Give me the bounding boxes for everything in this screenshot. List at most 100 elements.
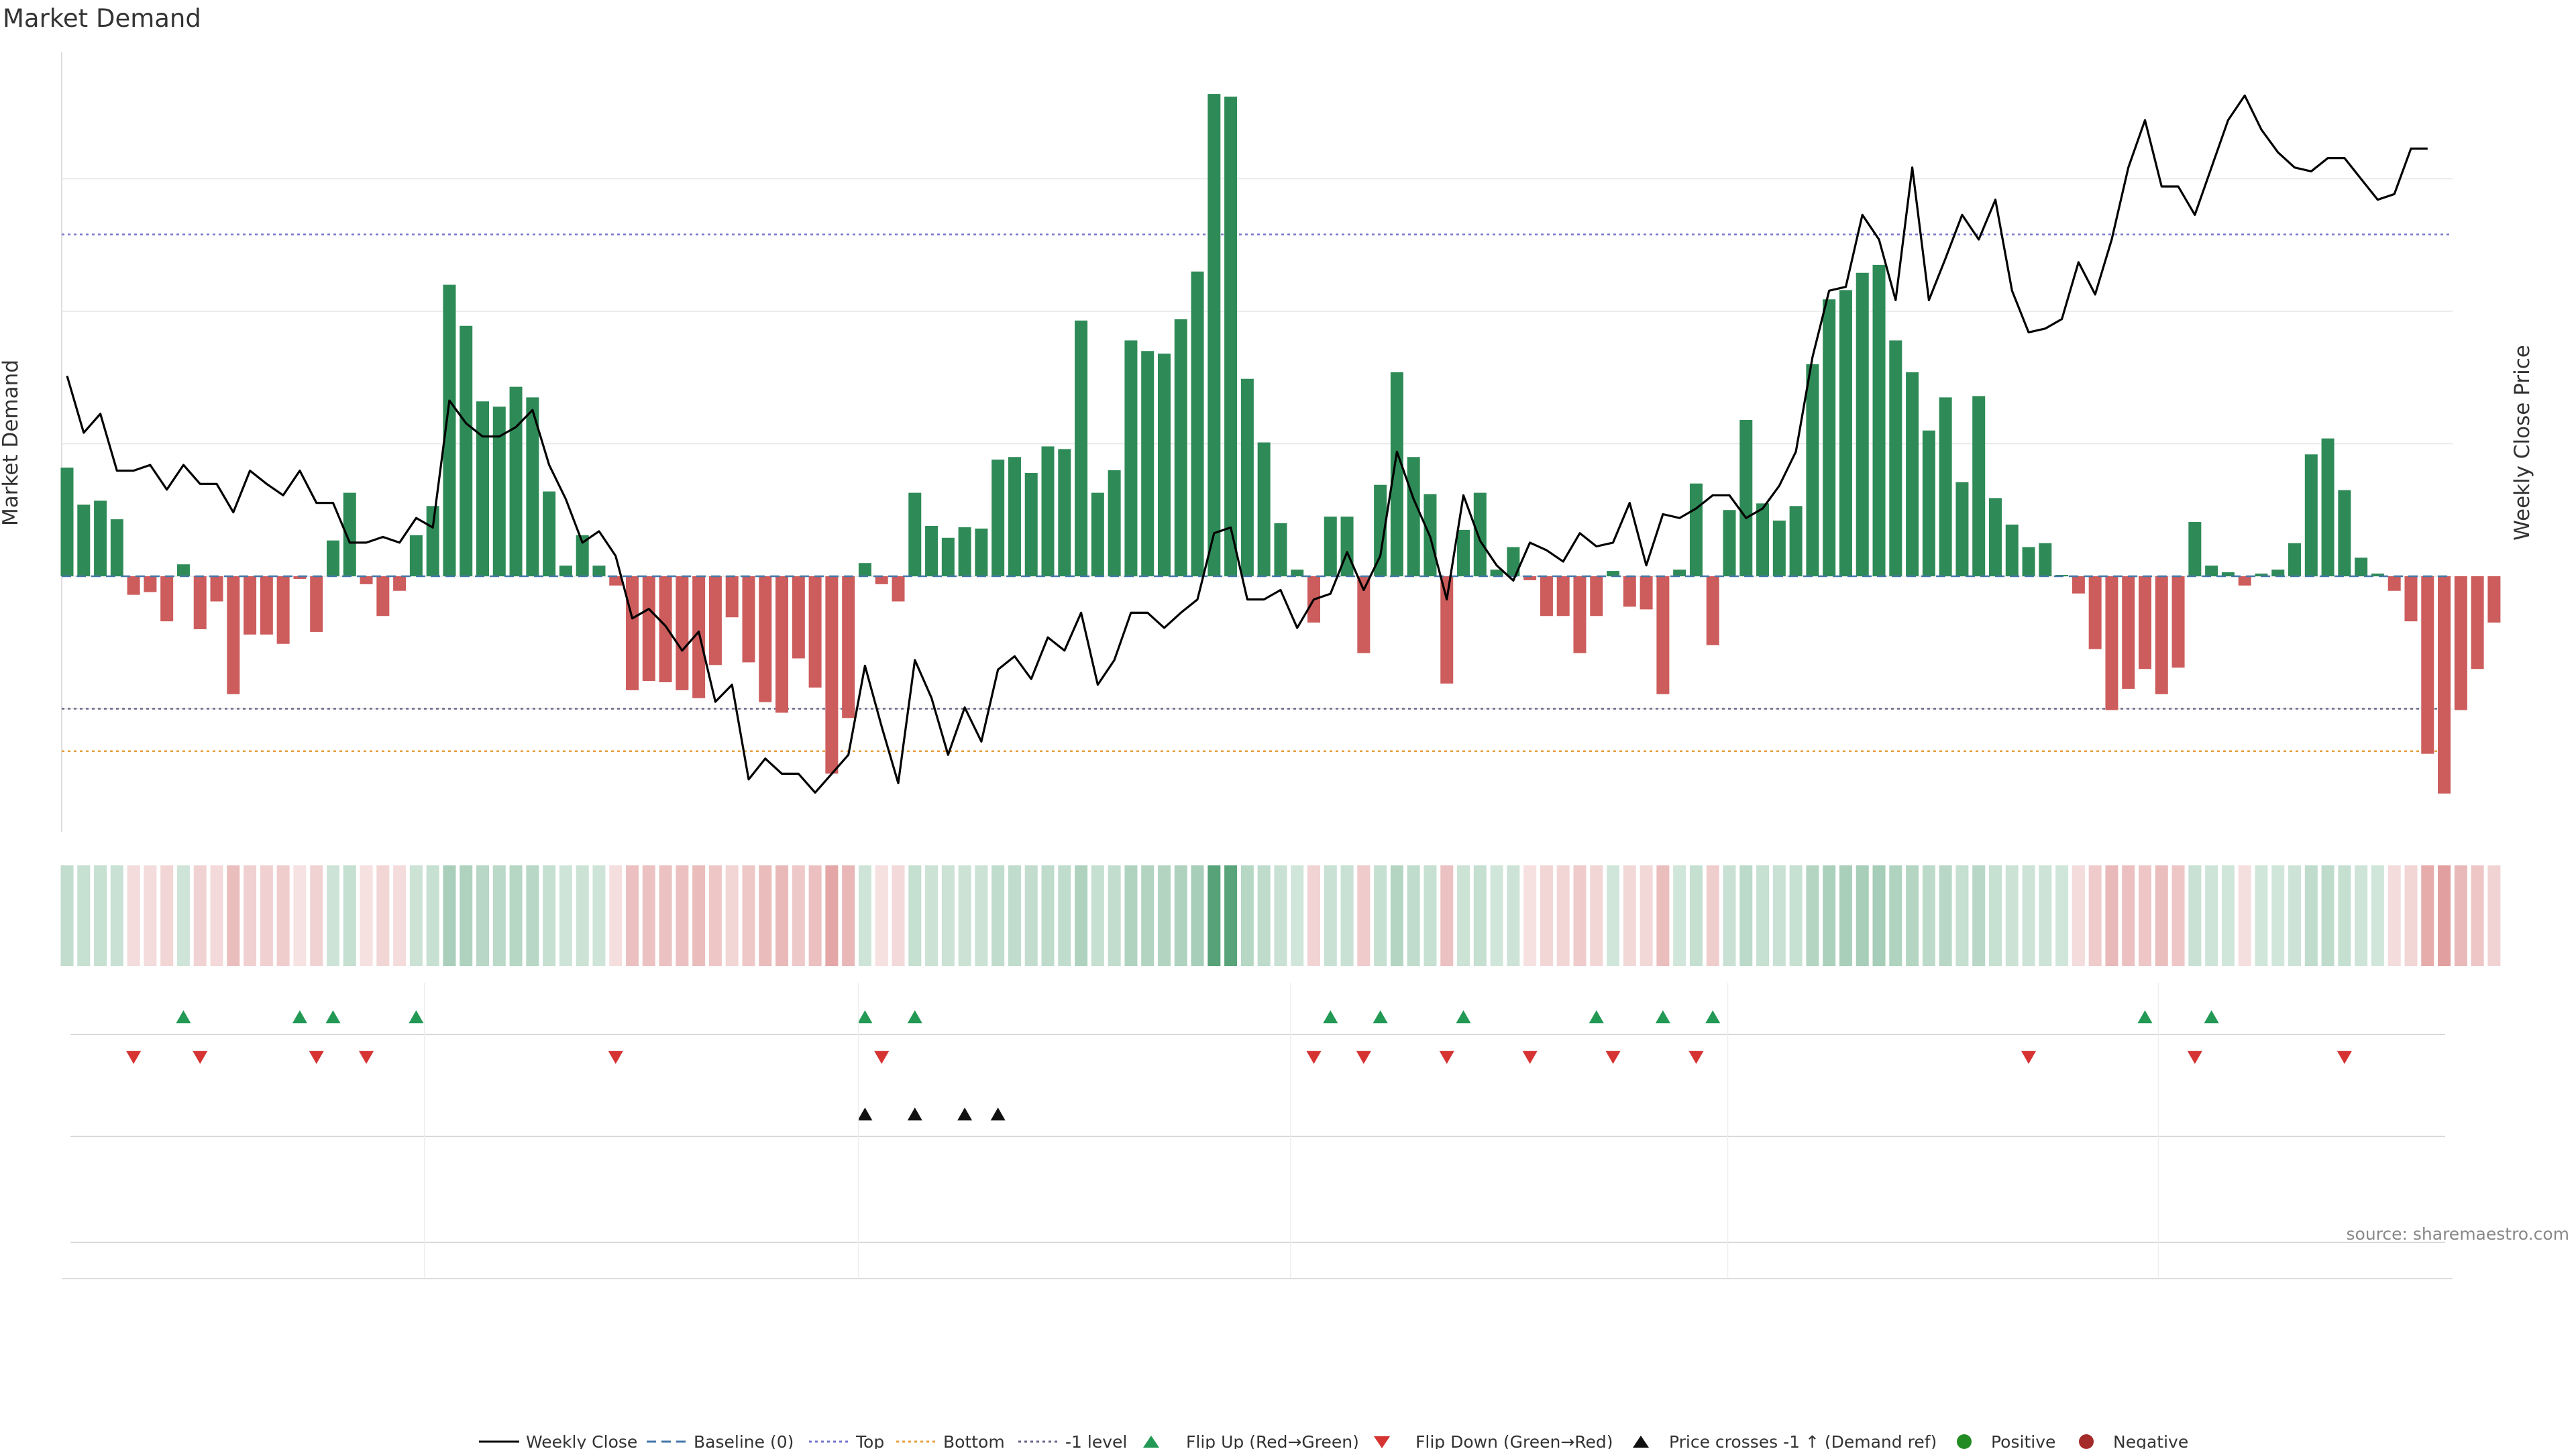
demand-bar bbox=[343, 492, 356, 576]
heat-cell bbox=[1440, 865, 1454, 966]
legend-flip-down-icon bbox=[1374, 1436, 1390, 1448]
demand-bar bbox=[1024, 472, 1038, 576]
heat-cell bbox=[1008, 865, 1021, 966]
heat-cell bbox=[1108, 865, 1121, 966]
heat-cell bbox=[1523, 865, 1537, 966]
demand-bar bbox=[393, 576, 407, 591]
heat-cell bbox=[2255, 865, 2268, 966]
demand-bar bbox=[1872, 264, 1886, 576]
demand-bar bbox=[1906, 372, 1919, 576]
heat-cell bbox=[941, 865, 955, 966]
heat-cell bbox=[808, 865, 822, 966]
price-cross-panel bbox=[70, 1108, 2445, 1243]
demand-bar bbox=[1174, 319, 1187, 576]
flip-down-marker bbox=[359, 1051, 374, 1064]
heat-cell bbox=[626, 865, 639, 966]
legend-minus-one-label: -1 level bbox=[1065, 1432, 1127, 1449]
demand-bar bbox=[925, 525, 938, 576]
flip-up-marker bbox=[1323, 1010, 1338, 1024]
demand-bar bbox=[1955, 482, 1969, 576]
heat-cell bbox=[2205, 865, 2218, 966]
weekly-close-line bbox=[66, 94, 2428, 794]
demand-bar bbox=[2238, 576, 2251, 586]
demand-bar bbox=[1291, 570, 1304, 576]
legend-negative: Negative bbox=[2079, 1432, 2188, 1449]
heat-cell bbox=[875, 865, 888, 966]
heat-cell bbox=[94, 865, 107, 966]
legend-positive-icon bbox=[1957, 1434, 1972, 1449]
heat-cell bbox=[543, 865, 556, 966]
demand-bar bbox=[1058, 449, 1071, 576]
demand-bar bbox=[1157, 354, 1171, 576]
heat-cell bbox=[1972, 865, 1986, 966]
demand-bar bbox=[559, 566, 572, 576]
demand-bar bbox=[293, 576, 307, 579]
demand-bar bbox=[127, 576, 140, 595]
demand-bar bbox=[1640, 576, 1653, 610]
source-note: source: sharemaestro.com bbox=[2347, 1224, 2570, 1244]
heat-cell bbox=[1607, 865, 1620, 966]
demand-bar bbox=[708, 576, 722, 665]
demand-bar bbox=[1124, 340, 1138, 576]
demand-bar bbox=[1523, 576, 1537, 580]
legend-price-cross-icon bbox=[1633, 1436, 1649, 1448]
flip-down-marker bbox=[608, 1051, 623, 1064]
heat-cell bbox=[2321, 865, 2334, 966]
heat-cell bbox=[2171, 865, 2185, 966]
demand-bar bbox=[310, 576, 323, 632]
demand-bar bbox=[1556, 576, 1570, 616]
demand-bar bbox=[160, 576, 174, 622]
heat-cell bbox=[2221, 865, 2235, 966]
legend-baseline: Baseline (0) bbox=[647, 1432, 794, 1449]
flip-down-marker bbox=[2337, 1051, 2352, 1064]
demand-bar bbox=[1457, 529, 1470, 576]
demand-bar bbox=[908, 492, 922, 576]
heat-cell bbox=[276, 865, 290, 966]
heat-cell bbox=[310, 865, 323, 966]
heat-cell bbox=[1307, 865, 1320, 966]
demand-bar bbox=[376, 576, 390, 616]
flip-up-marker bbox=[176, 1010, 191, 1024]
heat-cell bbox=[1091, 865, 1104, 966]
heat-cell bbox=[176, 865, 190, 966]
demand-bar bbox=[1274, 523, 1287, 576]
demand-bar bbox=[676, 576, 689, 690]
heat-cell bbox=[2404, 865, 2418, 966]
flip-up-marker bbox=[1589, 1010, 1604, 1024]
heat-cell bbox=[1490, 865, 1503, 966]
legend-flip-down: Flip Down (Green→Red) bbox=[1374, 1432, 1613, 1449]
demand-bar bbox=[941, 537, 955, 576]
demand-bar bbox=[576, 535, 589, 576]
heat-cell bbox=[2022, 865, 2035, 966]
demand-bar bbox=[2288, 543, 2302, 576]
heat-cell bbox=[1024, 865, 1038, 966]
heat-cell bbox=[2454, 865, 2467, 966]
demand-bar bbox=[492, 407, 506, 576]
demand-bar bbox=[110, 519, 123, 576]
demand-bar bbox=[2221, 572, 2235, 576]
demand-bar bbox=[1856, 272, 1869, 576]
heat-cell bbox=[659, 865, 672, 966]
flip-down-marker bbox=[1439, 1051, 1454, 1064]
heat-cell bbox=[958, 865, 971, 966]
demand-bar bbox=[1340, 517, 1354, 576]
heat-cell bbox=[376, 865, 390, 966]
heat-cell bbox=[609, 865, 623, 966]
demand-bar bbox=[2088, 576, 2102, 649]
demand-bar bbox=[2188, 522, 2202, 576]
heat-cell bbox=[1224, 865, 1238, 966]
demand-bar bbox=[1607, 571, 1620, 576]
demand-bar bbox=[792, 576, 805, 659]
flip-up-marker bbox=[409, 1010, 424, 1024]
demand-bar bbox=[1673, 570, 1686, 576]
demand-bar bbox=[227, 576, 240, 694]
heat-cell bbox=[1590, 865, 1603, 966]
demand-bar bbox=[1374, 484, 1387, 576]
demand-bar bbox=[958, 527, 971, 576]
flip-up-marker bbox=[1705, 1010, 1721, 1024]
heat-cell bbox=[759, 865, 772, 966]
demand-bar bbox=[1091, 492, 1104, 576]
demand-bar bbox=[1357, 576, 1371, 653]
demand-bar bbox=[276, 576, 290, 644]
flip-up-marker bbox=[2137, 1010, 2153, 1024]
